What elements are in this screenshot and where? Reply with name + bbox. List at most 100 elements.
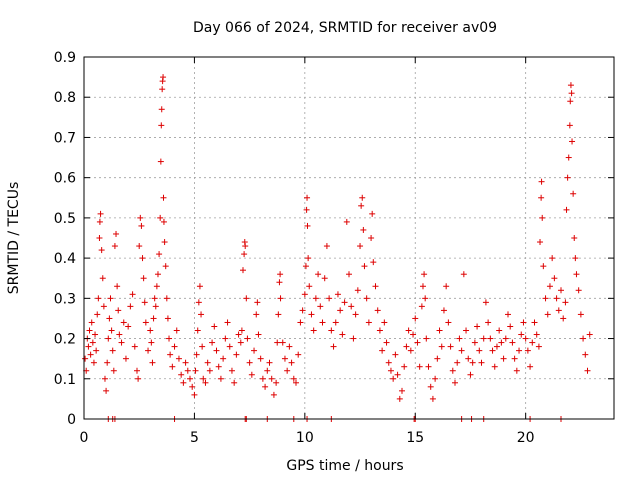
- data-point: [463, 327, 470, 334]
- data-point: [184, 367, 191, 374]
- x-tick-label: 20: [517, 430, 535, 446]
- data-point: [449, 367, 456, 374]
- data-point: [273, 379, 280, 386]
- data-point: [200, 375, 207, 382]
- data-point: [253, 311, 260, 318]
- data-point: [180, 379, 187, 386]
- y-tick-label: 0: [67, 412, 76, 428]
- data-point: [145, 347, 152, 354]
- data-point: [156, 251, 163, 258]
- data-point: [270, 391, 277, 398]
- data-point: [350, 335, 357, 342]
- data-point: [498, 339, 505, 346]
- y-tick-label: 0.5: [54, 211, 76, 227]
- data-point: [427, 383, 434, 390]
- data-point: [564, 174, 571, 181]
- data-point: [560, 315, 567, 322]
- data-point: [306, 283, 313, 290]
- data-point: [518, 331, 525, 338]
- data-point: [421, 271, 428, 278]
- x-tick-labels: 0 5 10 15 20: [80, 430, 535, 446]
- data-point: [394, 371, 401, 378]
- data-point: [199, 343, 206, 350]
- data-point: [209, 339, 216, 346]
- data-point: [419, 283, 426, 290]
- data-point: [275, 311, 282, 318]
- x-tick-label: 10: [296, 430, 314, 446]
- data-point: [308, 311, 315, 318]
- data-point: [357, 243, 364, 250]
- data-point: [410, 331, 417, 338]
- data-point: [85, 343, 92, 350]
- data-point: [288, 359, 295, 366]
- data-point: [154, 271, 161, 278]
- y-tick-label: 0.2: [54, 332, 76, 348]
- data-point: [136, 243, 143, 250]
- data-point: [134, 367, 140, 374]
- data-point: [553, 295, 560, 302]
- data-point: [304, 222, 311, 229]
- data-point: [516, 347, 523, 354]
- data-point: [299, 307, 306, 314]
- data-point: [343, 218, 350, 225]
- data-point: [139, 255, 146, 262]
- data-point: [358, 202, 365, 209]
- data-point: [163, 295, 170, 302]
- data-point: [89, 339, 96, 346]
- data-point: [565, 154, 572, 161]
- data-point: [237, 339, 244, 346]
- data-point: [149, 359, 156, 366]
- data-point: [416, 363, 423, 370]
- data-point: [93, 347, 100, 354]
- data-point: [571, 235, 578, 241]
- data-point: [167, 351, 174, 358]
- data-points: [82, 74, 593, 422]
- data-point: [319, 319, 326, 326]
- data-point: [403, 343, 410, 350]
- data-point: [392, 351, 399, 358]
- data-point: [131, 343, 138, 350]
- data-point: [425, 363, 432, 370]
- data-point: [191, 391, 198, 398]
- data-point: [566, 122, 573, 129]
- data-point: [125, 323, 132, 330]
- data-point: [527, 363, 534, 370]
- data-point: [233, 351, 240, 358]
- data-point: [573, 271, 580, 278]
- y-tick-label: 0.4: [54, 251, 76, 267]
- plot-frame: [83, 56, 615, 420]
- data-point: [381, 319, 388, 326]
- data-point: [101, 375, 108, 382]
- data-point: [569, 138, 576, 145]
- data-point: [493, 343, 500, 350]
- data-point: [202, 379, 209, 386]
- data-point: [361, 263, 368, 270]
- y-tick-label: 0.9: [54, 50, 76, 66]
- data-point: [407, 347, 414, 354]
- data-point: [555, 307, 562, 314]
- data-point: [178, 371, 185, 378]
- data-point: [580, 335, 587, 342]
- data-point: [96, 235, 103, 241]
- y-tick-labels: 0 0.1 0.2 0.3 0.4 0.5 0.6 0.7 0.8 0.9: [54, 50, 76, 428]
- data-point: [385, 359, 392, 366]
- data-point: [423, 335, 430, 342]
- data-point: [228, 367, 235, 374]
- data-point: [127, 303, 134, 310]
- data-point: [511, 355, 518, 362]
- data-point: [460, 271, 467, 278]
- data-point: [482, 299, 489, 306]
- data-point: [160, 74, 167, 81]
- data-point: [151, 295, 158, 302]
- data-point: [137, 214, 144, 221]
- data-point: [396, 395, 403, 402]
- data-point: [465, 355, 472, 362]
- data-point: [129, 291, 136, 298]
- data-point: [537, 239, 544, 246]
- data-point: [422, 295, 429, 302]
- data-point: [193, 351, 200, 358]
- data-point: [98, 247, 105, 254]
- data-point: [140, 275, 147, 282]
- data-point: [304, 194, 311, 201]
- data-point: [248, 371, 255, 378]
